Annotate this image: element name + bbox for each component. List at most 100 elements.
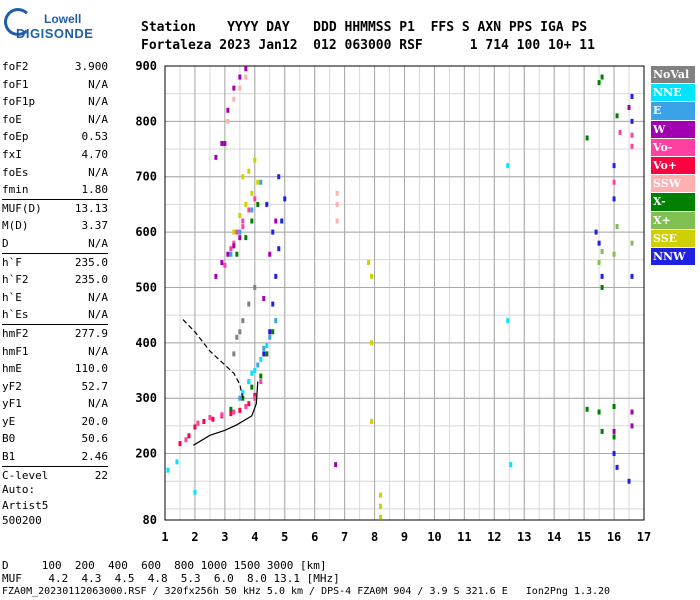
param-value: 1.80 [81,183,109,197]
echo-point [612,163,616,169]
echo-point [235,251,239,257]
echo-point [335,201,339,207]
echo-point [334,462,338,468]
echo-point [250,384,254,390]
y-tick-label: 80 [143,513,157,527]
y-tick-label: 900 [135,59,157,73]
echo-point [244,66,248,72]
echo-point [232,409,236,415]
legend-item: X- [651,193,695,211]
echo-point [253,196,257,202]
echo-point [235,334,239,340]
param-row: D N/A [2,235,108,253]
echo-point [618,129,622,135]
param-key: h`Es [2,308,29,322]
echo-point [335,218,339,224]
echo-point [250,218,254,224]
param-row: foE N/A [2,111,108,129]
echo-point [271,301,275,307]
param-value: 20.0 [81,414,109,428]
echo-point [229,251,233,257]
echo-point [259,379,263,385]
echo-point [262,296,266,302]
param-row: foEp 0.53 [2,128,108,146]
param-row: M(D) 3.37 [2,217,108,235]
echo-point [247,168,251,174]
param-value: 52.7 [81,379,109,393]
echo-point [229,246,233,252]
muf-distance-line2: MUF 4.2 4.3 4.5 4.8 5.3 6.0 8.0 13.1 [MH… [2,572,340,585]
echo-point [600,273,604,279]
legend-item: NNE [651,84,695,102]
echo-point [226,118,230,124]
echo-point [597,409,601,415]
echo-point [274,218,278,224]
echo-point [627,478,631,484]
legend-item: E [651,102,695,120]
polarization-legend: NoVal NNE E W Vo- Vo+ SSW X- X+ SSE NNW [651,66,695,266]
echo-point [600,74,604,80]
legend-item: NNW [651,247,695,266]
echo-point [241,390,245,396]
param-row: foF1p N/A [2,93,108,111]
profile-trace [193,381,259,446]
echo-point [256,201,260,207]
legend-item: NoVal [651,66,695,84]
x-tick-label: 12 [487,530,501,544]
echo-point [612,434,616,440]
param-row: B1 2.46 [2,448,108,466]
param-row: foEs N/A [2,164,108,182]
echo-point [265,351,269,357]
echo-point [597,240,601,246]
echo-point [220,412,224,418]
scaled-parameters-panel: foF2 3.900 foF1 N/A foF1p N/A foE N/A foEp 0.53 fx… [2,58,108,484]
echo-point [238,395,242,401]
echo-point [247,401,251,407]
logo-line1: Lowell [44,12,82,26]
echo-point [274,318,278,324]
echo-point [256,179,260,185]
echo-point [244,235,248,241]
y-tick-label: 600 [135,225,157,239]
echo-point [509,462,513,468]
param-key: D [2,236,9,250]
x-tick-label: 7 [341,530,348,544]
echo-point [600,428,604,434]
echo-point [630,143,634,149]
echo-point [208,415,212,421]
echo-point [226,107,230,113]
echo-point [597,80,601,86]
param-value: N/A [88,77,108,91]
echo-point [612,251,616,257]
logo-arc-icon [4,8,32,36]
echo-point [277,174,281,180]
y-tick-label: 800 [135,114,157,128]
echo-point [253,368,257,374]
echo-point [274,273,278,279]
x-tick-label: 3 [221,530,228,544]
echo-point [370,340,374,346]
param-row: B0 50.6 [2,430,108,448]
param-key: B0 [2,432,16,446]
echo-point [259,356,263,362]
param-row: MUF(D) 13.13 [2,198,108,218]
echo-point [506,318,510,324]
param-row: hmF2 277.9 [2,323,108,343]
param-value: 0.53 [81,130,109,144]
echo-point [250,370,254,376]
legend-item: Vo+ [651,156,695,175]
echo-point [597,260,601,266]
echo-point [253,157,257,163]
echo-point [229,406,233,412]
echo-point [187,433,191,439]
param-value: N/A [88,308,108,322]
param-row: foF2 3.900 [2,58,108,76]
param-value: 4.70 [81,147,109,161]
echo-point [630,118,634,124]
param-key: C-level [2,468,49,482]
param-value: N/A [88,112,108,126]
param-key: hmE [2,362,22,376]
param-row: hmE 110.0 [2,360,108,378]
echo-point [241,318,245,324]
echo-point [232,243,236,249]
